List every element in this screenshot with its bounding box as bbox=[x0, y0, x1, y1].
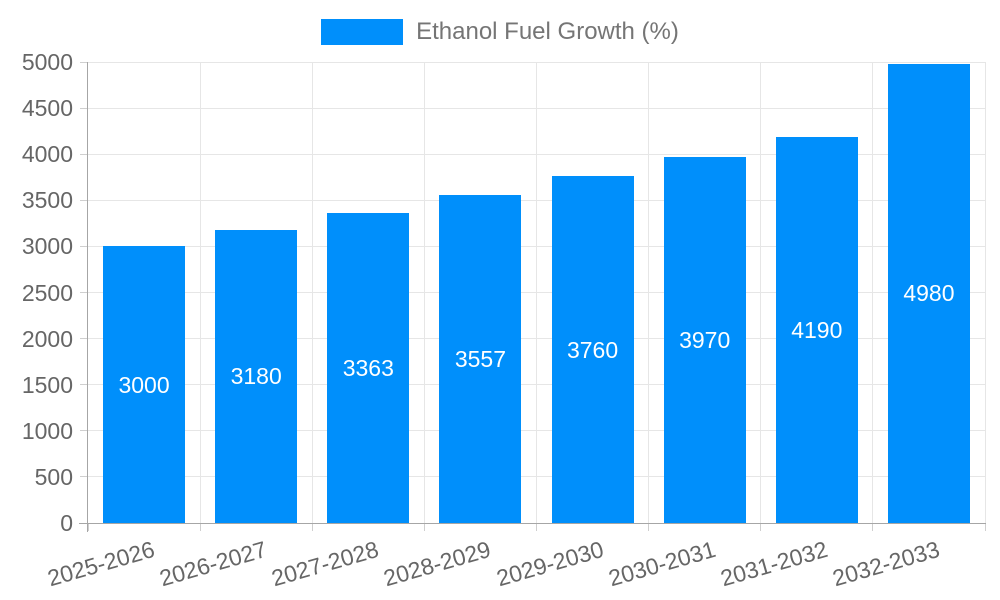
y-axis-label: 1500 bbox=[21, 371, 73, 398]
legend[interactable]: Ethanol Fuel Growth (%) bbox=[0, 19, 1000, 45]
gridline-vertical bbox=[760, 62, 762, 523]
x-axis-line bbox=[79, 523, 986, 524]
x-axis-tick bbox=[872, 523, 874, 531]
x-axis-tick bbox=[423, 523, 425, 531]
y-axis-label: 3500 bbox=[21, 187, 73, 214]
x-axis-tick bbox=[311, 523, 313, 531]
bar-value-label: 3000 bbox=[118, 371, 170, 398]
bar-value-label: 3760 bbox=[566, 336, 619, 363]
y-axis-label: 2000 bbox=[21, 325, 73, 352]
bar-2025-2026[interactable] bbox=[103, 246, 186, 523]
x-axis-tick bbox=[536, 523, 537, 531]
x-axis-tick bbox=[984, 523, 986, 531]
gridline-vertical bbox=[536, 62, 537, 523]
bar-value-label: 4980 bbox=[903, 280, 955, 307]
bar-2031-2032[interactable] bbox=[775, 136, 858, 523]
plot-area: 3000 3180 3363 3557 3760 3970 4190 4980 bbox=[88, 61, 986, 523]
x-axis-label: 2030-2031 bbox=[605, 535, 719, 592]
y-axis-label: 0 bbox=[60, 510, 73, 536]
bar-value-label: 4190 bbox=[791, 316, 843, 343]
y-axis-line bbox=[87, 62, 88, 532]
x-axis-label: 2025-2026 bbox=[44, 535, 158, 592]
gridline-vertical bbox=[984, 62, 986, 523]
y-axis-tick bbox=[80, 61, 88, 63]
y-axis-label: 500 bbox=[34, 463, 73, 490]
bar-2029-2030[interactable] bbox=[551, 176, 634, 523]
y-axis-label: 4000 bbox=[21, 141, 73, 168]
x-axis-tick bbox=[87, 523, 89, 531]
x-axis-label: 2026-2027 bbox=[156, 535, 270, 592]
y-axis-label: 3000 bbox=[21, 233, 73, 260]
x-axis-tick bbox=[648, 523, 650, 531]
bar-2030-2031[interactable] bbox=[663, 156, 746, 523]
y-axis-tick bbox=[80, 476, 88, 478]
x-axis-label: 2027-2028 bbox=[268, 535, 382, 592]
x-axis-tick bbox=[199, 523, 201, 531]
gridline-vertical bbox=[311, 62, 313, 523]
y-axis-tick bbox=[80, 245, 88, 247]
y-axis-label: 4500 bbox=[21, 95, 73, 122]
bar-2028-2029[interactable] bbox=[439, 195, 522, 523]
y-axis-tick bbox=[80, 384, 88, 386]
y-axis-label: 1000 bbox=[21, 417, 73, 444]
gridline-vertical bbox=[199, 62, 201, 523]
legend-swatch-icon bbox=[321, 19, 404, 45]
x-axis-label: 2032-2033 bbox=[829, 535, 943, 592]
bar-value-label: 3970 bbox=[679, 326, 731, 353]
y-axis-label: 2500 bbox=[21, 279, 73, 306]
y-axis-tick bbox=[80, 430, 88, 432]
bar-2026-2027[interactable] bbox=[215, 229, 298, 523]
x-axis-tick bbox=[760, 523, 762, 531]
y-axis-tick bbox=[80, 107, 88, 109]
bar-value-label: 3180 bbox=[230, 363, 282, 390]
y-axis-tick bbox=[80, 338, 88, 340]
gridline-vertical bbox=[872, 62, 874, 523]
y-axis-tick bbox=[80, 199, 88, 201]
y-axis-label: 5000 bbox=[21, 49, 73, 75]
x-axis-label: 2031-2032 bbox=[717, 535, 831, 592]
x-axis-label: 2028-2029 bbox=[380, 535, 494, 592]
bar-value-label: 3363 bbox=[342, 354, 394, 381]
y-axis-tick bbox=[80, 292, 88, 293]
legend-label: Ethanol Fuel Growth (%) bbox=[416, 18, 679, 45]
bar-2027-2028[interactable] bbox=[327, 212, 410, 523]
y-axis-tick bbox=[80, 153, 88, 155]
x-axis-label: 2029-2030 bbox=[493, 535, 607, 592]
bar-2032-2033[interactable] bbox=[887, 63, 970, 523]
gridline-vertical bbox=[423, 62, 425, 523]
bar-value-label: 3557 bbox=[454, 346, 507, 373]
gridline-vertical bbox=[648, 62, 650, 523]
